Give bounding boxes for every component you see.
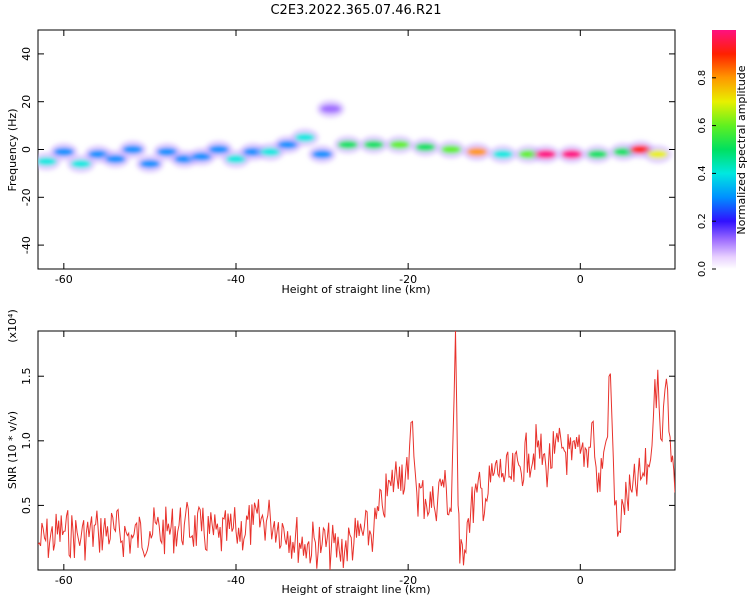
spectral-blob (647, 150, 668, 159)
x-tick-label: 0 (577, 574, 584, 587)
spectral-blob (587, 150, 608, 159)
colorbar-tick-label: 0.6 (697, 118, 708, 134)
y-tick-label: -40 (20, 236, 33, 254)
colorbar-tick-label: 0.8 (697, 70, 708, 86)
y-tick-label: 1.5 (20, 367, 33, 385)
spectral-blob (208, 145, 229, 154)
spectral-blob (320, 104, 341, 113)
x-tick-label: -40 (227, 574, 245, 587)
snr-y-ticks: 0.5 1.0 1.5 (20, 367, 675, 514)
snr-series-line (38, 331, 675, 570)
spectral-blob (260, 147, 281, 156)
y-tick-label: 0 (20, 146, 33, 153)
snr-panel: -60 -40 -20 0 0.5 1.0 1.5 Height of straight … (6, 309, 676, 596)
colorbar: 0.0 0.2 0.4 0.6 0.8 Normalized spectral ampl… (697, 30, 748, 277)
spectral-blob (53, 147, 74, 156)
spectral-blob (312, 150, 333, 159)
spectrogram-x-ticks: -60 -40 -20 0 (55, 30, 584, 286)
spectrogram-panel: -60 -40 -20 0 -40 -20 0 20 40 Height of straigh… (6, 29, 676, 296)
snr-multiplier: (x10⁴) (6, 309, 19, 343)
snr-x-ticks: -60 -40 -20 0 (55, 331, 584, 587)
x-tick-label: -60 (55, 273, 73, 286)
colorbar-tick-label: 0.4 (697, 165, 708, 181)
colorbar-tick-label: 0.2 (697, 213, 708, 229)
spectral-blob (294, 133, 315, 142)
spectral-blob (389, 140, 410, 149)
x-tick-label: -60 (55, 574, 73, 587)
spectral-blob (277, 140, 298, 149)
spectral-blob (225, 155, 246, 164)
spectral-blob (139, 159, 160, 168)
x-tick-label: -20 (399, 273, 417, 286)
spectral-blob (38, 157, 57, 166)
spectral-blob (337, 140, 358, 149)
spectral-blob (467, 147, 488, 156)
y-tick-label: 0.5 (20, 497, 33, 515)
spectral-blob (191, 152, 212, 161)
spectrogram-x-label: Height of straight line (km) (281, 283, 430, 296)
x-tick-label: -40 (227, 273, 245, 286)
figure-title: C2E3.2022.365.07.46.R21 (270, 3, 441, 18)
spectral-blob (71, 159, 92, 168)
x-tick-label: -20 (399, 574, 417, 587)
snr-x-label: Height of straight line (km) (281, 583, 430, 596)
spectral-blob (561, 150, 582, 159)
snr-y-label: SNR (10 * v/v) (6, 411, 19, 489)
spectrogram-y-ticks: -40 -20 0 20 40 (20, 47, 675, 254)
spectrogram-y-label: Frequency (Hz) (6, 109, 19, 192)
spectral-blob (122, 145, 143, 154)
spectral-blob (105, 155, 126, 164)
colorbar-label: Normalized spectral amplitude (735, 65, 748, 234)
colorbar-ticks: 0.0 0.2 0.4 0.6 0.8 (697, 70, 716, 277)
spectral-blob (441, 145, 462, 154)
spectral-blob (492, 150, 513, 159)
y-tick-label: -20 (20, 188, 33, 206)
spectral-blob (415, 143, 436, 152)
y-tick-label: 1.0 (20, 432, 33, 450)
x-tick-label: 0 (577, 273, 584, 286)
y-tick-label: 40 (20, 47, 33, 61)
spectral-blob (363, 140, 384, 149)
spectrogram-blobs (38, 99, 672, 173)
colorbar-gradient (712, 30, 736, 269)
y-tick-label: 20 (20, 95, 33, 109)
spectral-blob (535, 150, 556, 159)
spectral-blob (157, 147, 178, 156)
colorbar-tick-label: 0.0 (697, 261, 708, 277)
